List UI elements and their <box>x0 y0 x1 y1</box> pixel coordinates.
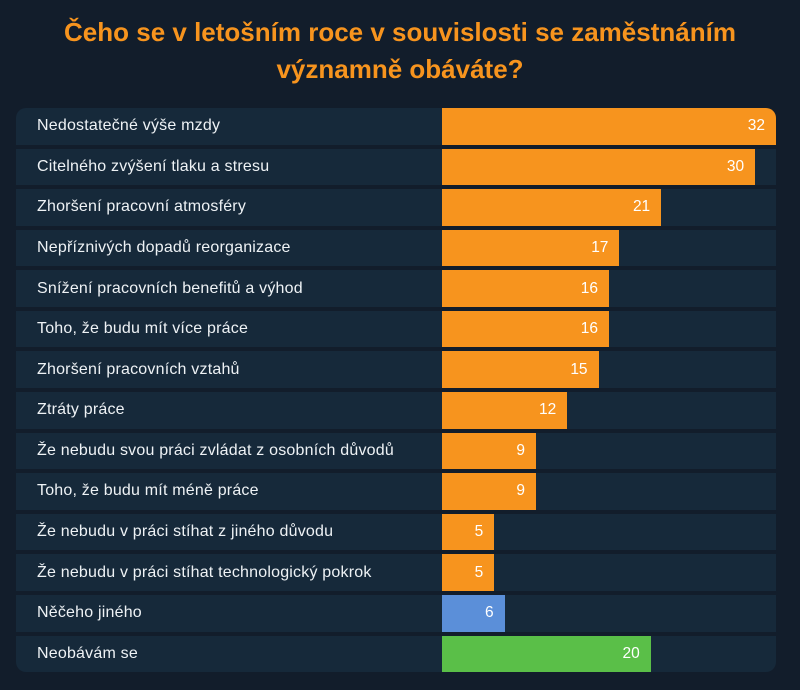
chart-row: Nedostatečné výše mzdy 32 <box>16 108 776 145</box>
category-label: Ztráty práce <box>37 401 125 419</box>
bar-zone: 5 <box>442 554 776 591</box>
bar: 5 <box>442 554 495 591</box>
value-label: 16 <box>580 279 598 297</box>
bar: 5 <box>442 513 495 551</box>
bar-zone: 16 <box>442 310 776 348</box>
value-label: 32 <box>747 117 765 135</box>
value-label: 6 <box>485 604 494 622</box>
value-label: 15 <box>570 360 588 378</box>
category-label: Zhoršení pracovních vztahů <box>37 360 240 378</box>
bar: 20 <box>442 635 651 672</box>
bar: 15 <box>442 351 599 389</box>
bar: 30 <box>442 148 756 186</box>
chart-row: Že nebudu v práci stíhat technologický p… <box>16 554 776 591</box>
chart-row: Toho, že budu mít méně práce 9 <box>16 473 776 510</box>
chart-row: Zhoršení pracovní atmosféry 21 <box>16 189 776 226</box>
bar-zone: 32 <box>442 108 776 145</box>
chart-row: Že nebudu svou práci zvládat z osobních … <box>16 432 776 470</box>
bar-zone: 20 <box>442 635 776 672</box>
bar: 17 <box>442 229 620 267</box>
category-label: Že nebudu v práci stíhat technologický p… <box>37 563 372 581</box>
category-label: Něčeho jiného <box>37 604 142 622</box>
bar: 32 <box>442 108 776 145</box>
chart-row: Ztráty práce 12 <box>16 392 776 429</box>
chart-row: Neobávám se 20 <box>16 635 776 672</box>
bar-zone: 17 <box>442 229 776 267</box>
value-label: 9 <box>516 441 525 459</box>
value-label: 30 <box>726 157 745 175</box>
value-label: 17 <box>591 239 609 257</box>
chart-title: Čeho se v letošním roce v souvislosti se… <box>64 17 736 84</box>
category-label: Že nebudu svou práci zvládat z osobních … <box>37 441 394 459</box>
value-label: 20 <box>622 644 640 662</box>
bar: 9 <box>442 432 536 470</box>
bar: 16 <box>442 310 609 348</box>
category-label: Nedostatečné výše mzdy <box>37 117 221 135</box>
value-label: 12 <box>539 401 557 419</box>
chart-row: Nepříznivých dopadů reorganizace 17 <box>16 229 776 267</box>
category-label: Snížení pracovních benefitů a výhod <box>37 279 303 297</box>
bar-zone: 9 <box>442 473 776 510</box>
chart-row: Citelného zvýšení tlaku a stresu 30 <box>16 148 776 186</box>
bar: 16 <box>442 270 609 307</box>
category-label: Zhoršení pracovní atmosféry <box>37 198 247 216</box>
bar-zone: 16 <box>442 270 776 307</box>
value-label: 16 <box>580 320 598 338</box>
bar-zone: 9 <box>442 432 776 470</box>
bar: 12 <box>442 392 568 429</box>
bar: 9 <box>442 473 536 510</box>
bar-zone: 12 <box>442 392 776 429</box>
category-label: Nepříznivých dopadů reorganizace <box>37 239 291 257</box>
bar: 21 <box>442 189 662 226</box>
category-label: Citelného zvýšení tlaku a stresu <box>37 157 270 175</box>
value-label: 5 <box>474 523 484 541</box>
value-label: 5 <box>474 563 484 581</box>
chart-row: Něčeho jiného 6 <box>16 594 776 632</box>
bar-zone: 6 <box>442 594 776 632</box>
category-label: Toho, že budu mít méně práce <box>37 482 259 500</box>
bar-zone: 15 <box>442 351 776 389</box>
chart-row: Toho, že budu mít více práce 16 <box>16 310 776 348</box>
bar-zone: 21 <box>442 189 776 226</box>
bar-chart: Nedostatečné výše mzdy 32 Citelného zvýšen… <box>16 108 776 672</box>
bar: 6 <box>442 594 505 632</box>
chart-row: Zhoršení pracovních vztahů 15 <box>16 351 776 389</box>
bar-zone: 30 <box>442 148 776 186</box>
value-label: 9 <box>516 482 525 500</box>
category-label: Toho, že budu mít více práce <box>37 320 249 338</box>
bar-zone: 5 <box>442 513 776 551</box>
category-label: Že nebudu v práci stíhat z jiného důvodu <box>37 523 334 541</box>
chart-row: Snížení pracovních benefitů a výhod 16 <box>16 270 776 307</box>
value-label: 21 <box>632 198 651 216</box>
chart-row: Že nebudu v práci stíhat z jiného důvodu… <box>16 513 776 551</box>
category-label: Neobávám se <box>37 644 138 662</box>
